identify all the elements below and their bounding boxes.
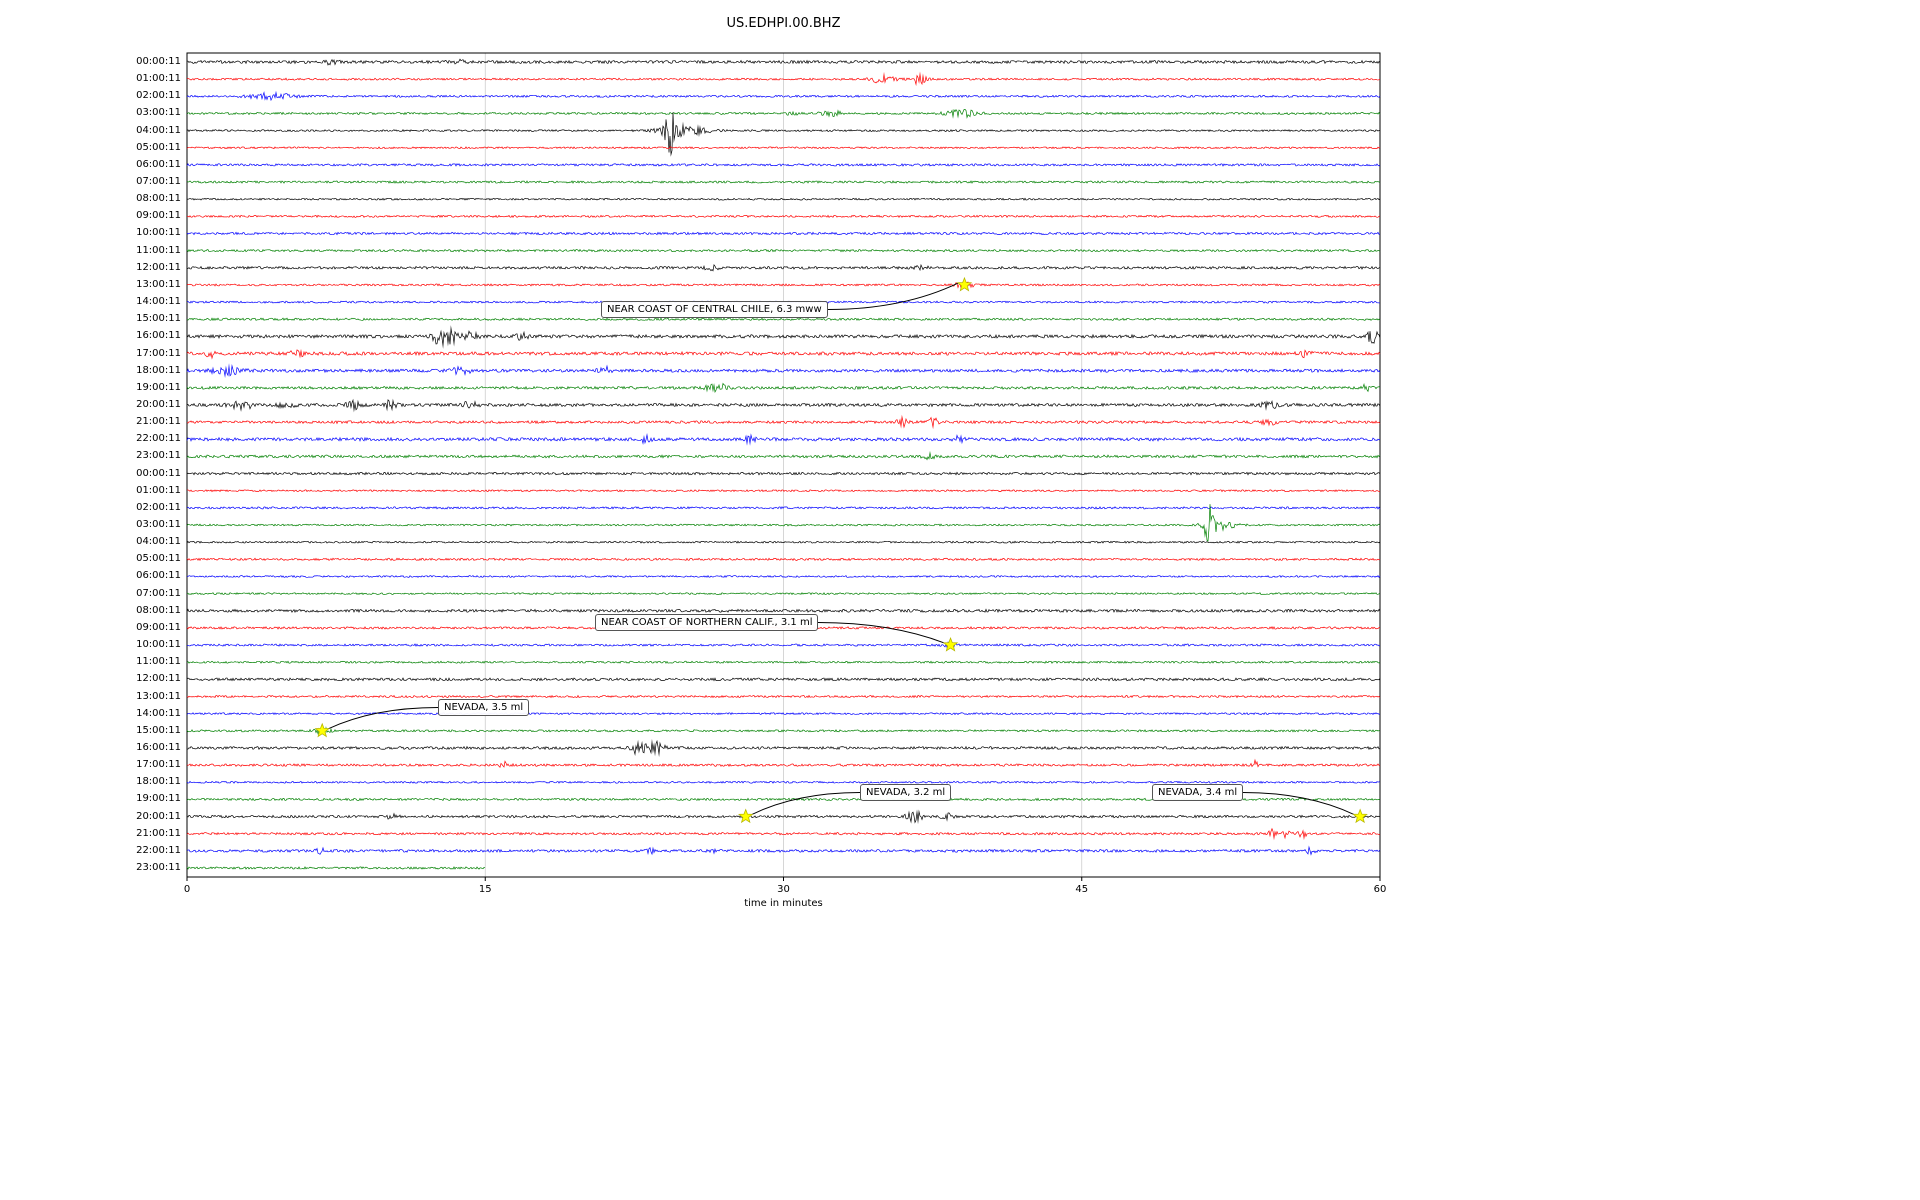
- row-label: 00:00:11: [136, 467, 181, 479]
- x-tick-label: 60: [1373, 884, 1387, 895]
- row-label: 05:00:11: [136, 141, 181, 153]
- row-label: 11:00:11: [136, 244, 181, 256]
- row-label: 02:00:11: [136, 501, 181, 513]
- row-label: 06:00:11: [136, 158, 181, 170]
- plot-title: US.EDHPI.00.BHZ: [726, 16, 841, 31]
- x-axis-label: time in minutes: [744, 898, 823, 909]
- row-label: 12:00:11: [136, 673, 181, 685]
- x-tick-label: 30: [777, 884, 790, 895]
- row-label: 16:00:11: [136, 741, 181, 753]
- row-label: 20:00:11: [136, 398, 181, 410]
- row-label: 13:00:11: [136, 690, 181, 702]
- row-label: 17:00:11: [136, 759, 181, 771]
- row-label: 11:00:11: [136, 656, 181, 668]
- row-label: 09:00:11: [136, 210, 181, 222]
- row-label: 20:00:11: [136, 810, 181, 822]
- row-label: 03:00:11: [136, 519, 181, 531]
- row-label: 09:00:11: [136, 621, 181, 633]
- row-label: 01:00:11: [136, 484, 181, 496]
- row-label: 05:00:11: [136, 553, 181, 565]
- row-label: 18:00:11: [136, 776, 181, 788]
- row-label: 19:00:11: [136, 381, 181, 393]
- row-label: 07:00:11: [136, 587, 181, 599]
- event-annotation: NEVADA, 3.2 ml: [860, 784, 952, 801]
- row-label: 19:00:11: [136, 793, 181, 805]
- row-label: 17:00:11: [136, 347, 181, 359]
- x-tick-label: 15: [478, 884, 492, 895]
- row-label: 10:00:11: [136, 227, 181, 239]
- row-label: 23:00:11: [136, 862, 181, 873]
- row-label: 03:00:11: [136, 107, 181, 119]
- row-label: 08:00:11: [136, 193, 181, 205]
- row-label: 01:00:11: [136, 73, 181, 85]
- row-label: 22:00:11: [136, 844, 181, 856]
- row-label: 14:00:11: [136, 296, 181, 308]
- x-tick-label: 45: [1075, 884, 1089, 895]
- row-label: 07:00:11: [136, 176, 181, 188]
- row-label: 15:00:11: [136, 724, 181, 736]
- row-label: 00:00:11: [136, 56, 181, 67]
- row-label: 04:00:11: [136, 536, 181, 548]
- row-label: 10:00:11: [136, 639, 181, 651]
- row-label: 04:00:11: [136, 124, 181, 136]
- x-tick-label: 0: [183, 884, 191, 895]
- row-label: 13:00:11: [136, 278, 181, 290]
- row-label: 21:00:11: [136, 416, 181, 428]
- event-annotation: NEVADA, 3.4 ml: [1152, 784, 1244, 801]
- row-label: 16:00:11: [136, 330, 181, 342]
- event-annotation: NEVADA, 3.5 ml: [438, 699, 530, 716]
- row-label: 06:00:11: [136, 570, 181, 582]
- row-label: 18:00:11: [136, 364, 181, 376]
- row-label: 14:00:11: [136, 707, 181, 719]
- row-label: 12:00:11: [136, 261, 181, 273]
- event-annotation: NEAR COAST OF NORTHERN CALIF., 3.1 ml: [595, 614, 819, 631]
- row-label: 08:00:11: [136, 604, 181, 616]
- row-label: 23:00:11: [136, 450, 181, 462]
- row-label: 15:00:11: [136, 313, 181, 325]
- event-annotation: NEAR COAST OF CENTRAL CHILE, 6.3 mww: [601, 301, 828, 318]
- row-label: 21:00:11: [136, 827, 181, 839]
- row-label: 02:00:11: [136, 90, 181, 102]
- row-label: 22:00:11: [136, 433, 181, 445]
